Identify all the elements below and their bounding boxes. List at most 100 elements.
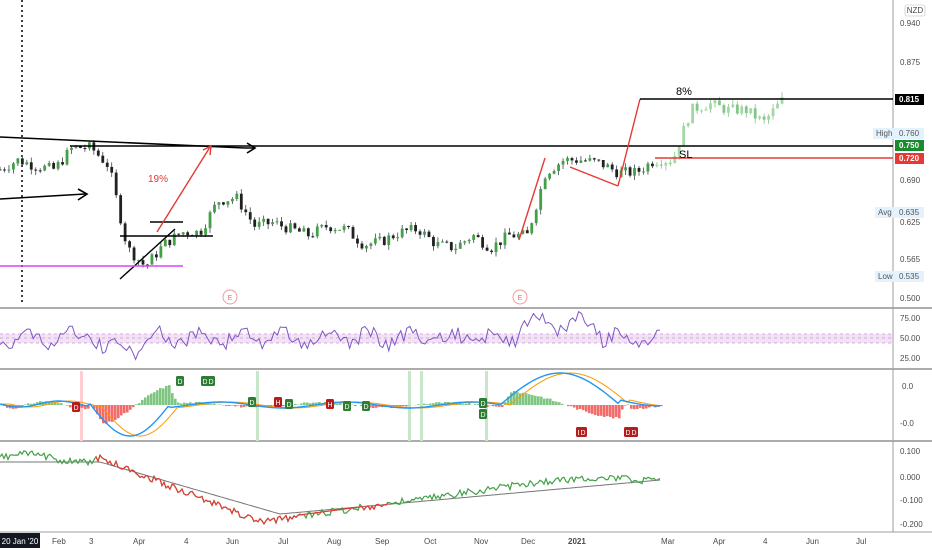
candle-body — [266, 218, 270, 225]
histogram-bar — [132, 405, 135, 408]
histogram-bar — [114, 405, 117, 420]
macd-pane[interactable]: DDDDHDHDDDDDDDDD — [0, 371, 663, 441]
candle-body — [673, 156, 677, 163]
oscillator-pane[interactable] — [0, 450, 661, 526]
divergence-marker[interactable] — [285, 399, 293, 409]
candle-body — [606, 164, 610, 168]
candle-body — [391, 235, 395, 239]
candle-body — [655, 164, 659, 167]
candle-body — [235, 193, 239, 200]
histogram-bar — [234, 405, 237, 407]
candle-body — [163, 239, 167, 247]
rsi-pane[interactable] — [0, 310, 893, 361]
candle-body — [633, 167, 636, 176]
candle-body — [230, 199, 234, 202]
histogram-bar — [432, 403, 435, 405]
histogram-bar — [474, 404, 477, 405]
price-tag-target — [895, 94, 924, 105]
divergence-marker[interactable] — [479, 409, 487, 419]
candle-body — [284, 226, 288, 233]
price-tick: 0.625 — [900, 218, 921, 227]
candle-body — [530, 223, 534, 234]
histogram-bar — [627, 404, 630, 405]
candle-body — [552, 171, 556, 174]
divergence-marker[interactable] — [343, 401, 351, 411]
histogram-bar — [309, 403, 312, 405]
histogram-bar — [99, 405, 102, 420]
histogram-bar — [618, 405, 621, 419]
histogram-bar — [510, 392, 513, 405]
histogram-bar — [84, 405, 87, 410]
histogram-bar — [642, 405, 645, 409]
histogram-bar — [306, 402, 309, 405]
histogram-bar — [141, 399, 144, 405]
time-label: Feb — [52, 537, 66, 546]
histogram-bar — [156, 390, 159, 405]
divergence-marker[interactable] — [274, 397, 282, 407]
price-tag-avg — [875, 207, 924, 218]
candle-body — [637, 167, 641, 172]
candle-body — [508, 232, 511, 235]
histogram-bar — [300, 403, 303, 405]
candle-body — [722, 105, 726, 113]
divergence-marker[interactable] — [176, 376, 184, 386]
price-axis[interactable]: NZD 0.940 0.875 0.690 0.625 0.565 0.500 … — [873, 4, 926, 529]
divergence-marker-label: D — [177, 379, 182, 386]
time-axis[interactable]: 20 Jan '20 Feb 3 Apr 4 Jun Jul Aug Sep O… — [0, 533, 866, 548]
trendline-lower[interactable] — [0, 193, 86, 200]
histogram-bar — [33, 403, 36, 405]
divergence-marker[interactable] — [326, 399, 334, 409]
projection-arrow-right[interactable] — [617, 98, 641, 187]
breakout-leg-line[interactable] — [518, 157, 546, 241]
candle-body — [534, 209, 538, 224]
pullback-line[interactable] — [569, 166, 619, 187]
candle-body — [396, 237, 400, 239]
candle-body — [382, 236, 386, 245]
candle-body — [481, 237, 485, 248]
histogram-bar — [129, 405, 132, 410]
candle-body — [463, 241, 467, 243]
candle-body — [333, 230, 337, 232]
earnings-marker[interactable]: E — [222, 289, 238, 305]
triangle-support-line[interactable] — [119, 228, 176, 280]
candle-body — [423, 231, 426, 235]
histogram-bar — [402, 405, 405, 407]
candle-body — [342, 226, 346, 230]
histogram-bar — [303, 402, 306, 405]
divergence-marker[interactable] — [630, 427, 638, 437]
divergence-marker[interactable] — [579, 427, 587, 437]
histogram-bar — [369, 405, 372, 408]
candle-body — [476, 235, 480, 238]
projection-arrow-left[interactable] — [156, 146, 211, 233]
divergence-marker[interactable] — [362, 401, 370, 411]
candle-body — [691, 103, 695, 124]
divergence-marker-label: D — [480, 401, 485, 408]
divergence-marker-label: D — [363, 404, 368, 411]
histogram-bar — [126, 405, 129, 413]
histogram-bar — [186, 403, 189, 405]
arrow-right-icon — [77, 188, 89, 201]
divergence-marker-label: D — [208, 379, 213, 386]
candle-body — [548, 173, 552, 179]
candle-body — [29, 162, 33, 170]
candle-body — [454, 248, 458, 251]
candle-body — [253, 219, 257, 227]
histogram-bar — [438, 402, 441, 405]
earnings-marker[interactable]: E — [512, 289, 528, 305]
candle-body — [172, 233, 176, 246]
candle-body — [222, 202, 225, 205]
divergence-marker[interactable] — [248, 397, 256, 407]
candle-body — [744, 106, 748, 114]
candle-body — [659, 164, 663, 166]
candle-body — [213, 204, 216, 213]
histogram-bar — [225, 405, 228, 406]
osc-tick: 0.100 — [900, 447, 921, 456]
divergence-marker[interactable] — [72, 402, 80, 412]
price-pane[interactable]: 19% 8% SL E E — [0, 86, 893, 305]
histogram-bar — [633, 405, 636, 410]
price-tag-entry — [895, 140, 924, 151]
divergence-marker[interactable] — [207, 376, 215, 386]
divergence-marker[interactable] — [479, 398, 487, 408]
time-label: Dec — [521, 537, 535, 546]
